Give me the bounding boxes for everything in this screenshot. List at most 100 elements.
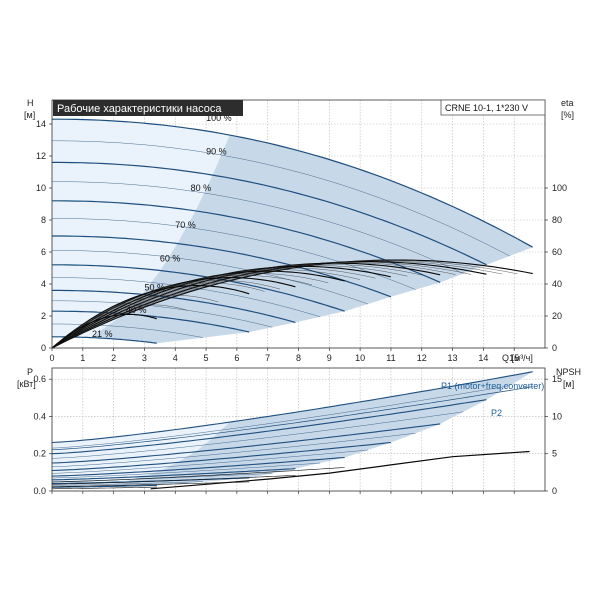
eff-curve-50 bbox=[51, 277, 296, 349]
x-tick-label: 1 bbox=[80, 353, 85, 363]
p2-curve bbox=[51, 386, 533, 451]
p1-curve-70 bbox=[51, 441, 391, 472]
y-tick-label: 0 bbox=[41, 343, 46, 353]
x-tick-label: 14 bbox=[478, 353, 488, 363]
model-label: CRNE 10-1, 1*230 V bbox=[445, 103, 528, 113]
p1-curve-intermediate bbox=[51, 462, 321, 479]
eff-curve-intermediate bbox=[51, 260, 502, 349]
eff-curve-intermediate bbox=[51, 261, 472, 349]
head-curve-intermediate bbox=[52, 300, 273, 328]
y2-tick-label: 100 bbox=[552, 183, 567, 193]
y2-tick-label: 40 bbox=[552, 279, 562, 289]
eff-curve-intermediate bbox=[51, 295, 219, 349]
x-tick-label: 2 bbox=[111, 353, 116, 363]
head-curve-intermediate bbox=[52, 140, 510, 257]
x-tick-label: 11 bbox=[386, 353, 395, 363]
xlabel-q: Q [м³/ч] bbox=[502, 353, 533, 363]
x-tick-label: 8 bbox=[296, 353, 301, 363]
speed-labels: 100 % 90 % 80 % 70 % 60 % 50 % 40 % 21 % bbox=[92, 113, 232, 339]
speed-label: 50 % bbox=[144, 282, 165, 292]
efficiency-curves bbox=[51, 259, 533, 349]
y2-tick-label: 80 bbox=[552, 215, 562, 225]
head-curve-intermediate bbox=[52, 250, 368, 305]
eff-curve-intermediate bbox=[51, 260, 518, 349]
x-tick-label: 15 bbox=[509, 353, 519, 363]
y-tick-label: 10 bbox=[36, 183, 46, 193]
p1-curve-50 bbox=[52, 468, 296, 481]
eff-curve-intermediate bbox=[51, 280, 281, 349]
x-tick-label: 5 bbox=[204, 353, 209, 363]
x-tick-label: 4 bbox=[173, 353, 178, 363]
speed-label: 100 % bbox=[206, 113, 232, 123]
head-region-dark bbox=[90, 135, 533, 344]
y-tick-label: 2 bbox=[41, 311, 46, 321]
x-tick-label: 12 bbox=[417, 353, 427, 363]
p-tick-label: 0.2 bbox=[33, 449, 46, 459]
power-curves bbox=[51, 371, 533, 490]
panel-title-background bbox=[53, 100, 243, 116]
p1-curve-21 bbox=[52, 484, 157, 488]
p1-curve-100 bbox=[51, 371, 533, 444]
p1-curve-60 bbox=[51, 456, 345, 477]
ylabel-eta: eta bbox=[561, 98, 574, 108]
eff-curve-40 bbox=[51, 285, 250, 349]
p2-curve-low bbox=[52, 486, 157, 490]
legend-p1: P1 (motor+freq.converter) bbox=[441, 381, 544, 391]
p1-curve-intermediate bbox=[51, 411, 464, 459]
p1-curve-intermediate bbox=[51, 432, 416, 468]
p-tick-label: 0.0 bbox=[33, 486, 46, 496]
ylabel-npsh-unit: [м] bbox=[563, 379, 574, 389]
x-tick-label: 10 bbox=[355, 353, 365, 363]
model-label-box bbox=[440, 99, 546, 116]
ylabel-npsh: NPSH bbox=[556, 367, 581, 377]
ylabel-eta-unit: [%] bbox=[561, 110, 574, 120]
speed-label: 21 % bbox=[92, 329, 113, 339]
panel-title: Рабочие характеристики насоса bbox=[57, 103, 222, 115]
power-axes: 0.0 0.2 0.4 0.6 0 5 10 15 bbox=[33, 367, 562, 496]
y2-tick-label: 20 bbox=[552, 311, 562, 321]
p2-curve-low bbox=[51, 475, 296, 485]
speed-label: 60 % bbox=[160, 254, 181, 264]
head-curve-50 bbox=[52, 289, 296, 323]
y2-tick-label: 60 bbox=[552, 247, 562, 257]
speed-label: 40 % bbox=[126, 305, 147, 315]
p1-curve-90 bbox=[51, 399, 487, 455]
y-tick-label: 12 bbox=[36, 151, 46, 161]
head-curve-intermediate bbox=[52, 181, 464, 274]
ylabel-p: P bbox=[27, 367, 33, 377]
head-curve-intermediate bbox=[52, 218, 416, 290]
ylabel-p-unit: [кВт] bbox=[17, 379, 36, 389]
y2-tick-label: 0 bbox=[552, 343, 557, 353]
head-curve-60 bbox=[52, 264, 345, 312]
y-tick-label: 8 bbox=[41, 215, 46, 225]
legend-p2: P2 bbox=[491, 408, 502, 418]
ylabel-h-unit: [м] bbox=[24, 110, 35, 120]
p-tick-label: 0.6 bbox=[33, 374, 46, 384]
npsh-tick-label: 0 bbox=[552, 486, 557, 496]
p1-curve-intermediate bbox=[51, 385, 510, 449]
p2-curve-low bbox=[52, 481, 250, 487]
ylabel-h: H bbox=[27, 98, 34, 108]
y-tick-label: 14 bbox=[36, 119, 46, 129]
p1-curve-80 bbox=[51, 423, 441, 464]
npsh-tick-label: 15 bbox=[552, 374, 562, 384]
npsh-curve bbox=[150, 450, 530, 490]
p1-curve-intermediate bbox=[51, 449, 368, 474]
head-curve-70 bbox=[52, 235, 392, 298]
speed-label: 90 % bbox=[206, 146, 227, 156]
head-curve-40 bbox=[52, 310, 250, 333]
x-tick-label: 7 bbox=[265, 353, 270, 363]
x-tick-label: 9 bbox=[327, 353, 332, 363]
head-curve-90 bbox=[52, 161, 487, 266]
head-curve-intermediate bbox=[52, 323, 204, 338]
x-tick-label: 3 bbox=[142, 353, 147, 363]
y-tick-label: 6 bbox=[41, 247, 46, 257]
head-curve-80 bbox=[52, 200, 441, 283]
npsh-tick-label: 10 bbox=[552, 411, 562, 421]
y-tick-label: 4 bbox=[41, 279, 46, 289]
speed-label: 80 % bbox=[191, 183, 212, 193]
x-tick-label: 13 bbox=[448, 353, 458, 363]
head-curve-100 bbox=[52, 118, 533, 248]
